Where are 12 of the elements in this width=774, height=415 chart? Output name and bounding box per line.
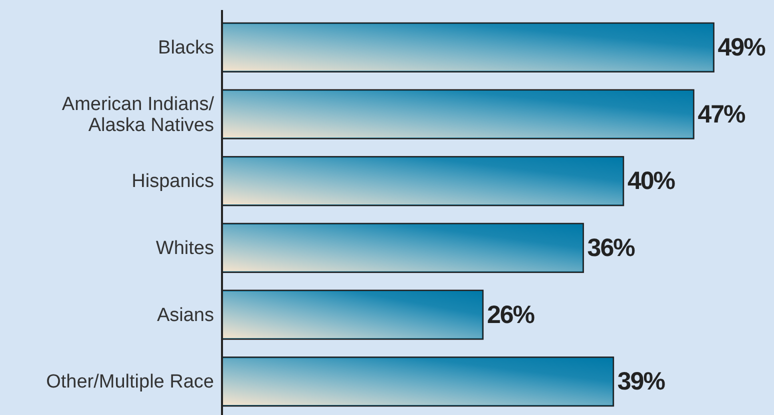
data-label: 36% bbox=[587, 234, 636, 262]
y-tick-label: Hispanics bbox=[132, 170, 214, 192]
data-label: 39% bbox=[617, 368, 666, 396]
data-label: 40% bbox=[627, 167, 676, 196]
y-tick-label: Whites bbox=[156, 237, 214, 258]
y-tick-label: Blacks bbox=[158, 36, 214, 58]
y-tick-label: Other/Multiple Race bbox=[46, 371, 214, 392]
data-label: 49% bbox=[718, 33, 766, 62]
y-tick-label: American Indians/ Alaska Natives bbox=[62, 93, 215, 136]
data-label: 47% bbox=[698, 100, 746, 128]
y-tick-label: Asians bbox=[156, 304, 214, 326]
data-label: 26% bbox=[486, 300, 535, 329]
